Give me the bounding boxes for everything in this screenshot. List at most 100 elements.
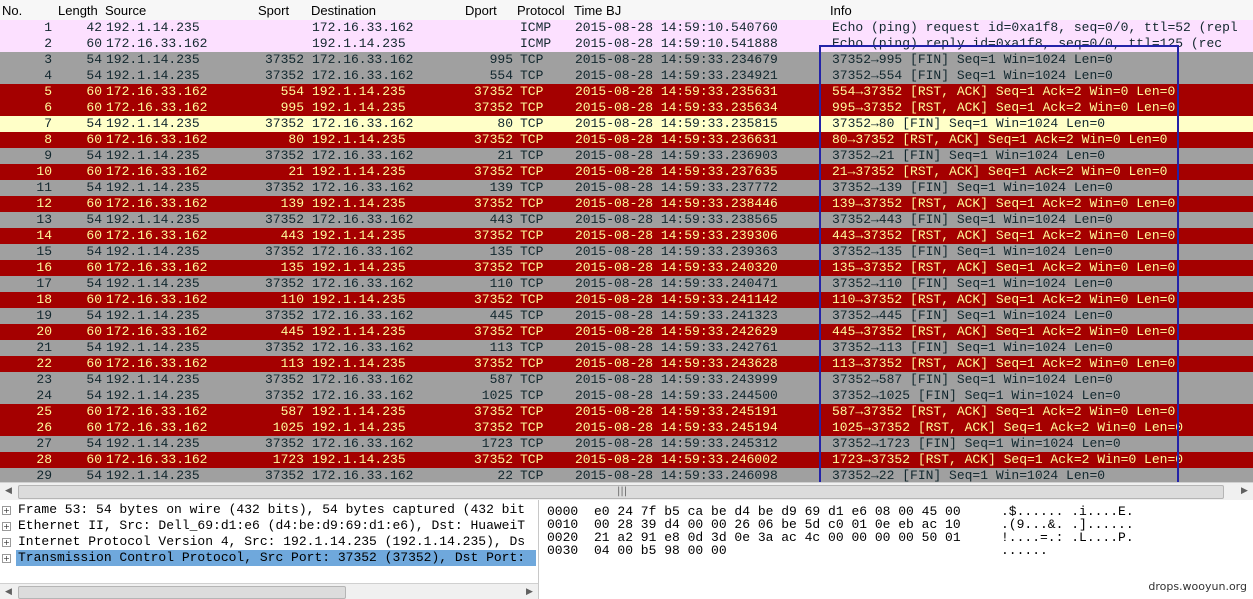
packet-row[interactable]: 29 54 192.1.14.235 37352 172.16.33.162 22 TCP 2… — [0, 468, 1253, 482]
packet-row[interactable]: 6 60 172.16.33.162 995 192.1.14.235 37352 TCP 2… — [0, 100, 1253, 116]
packet-row[interactable]: 25 60 172.16.33.162 587 192.1.14.235 37352 TCP… — [0, 404, 1253, 420]
col-header-no[interactable]: No. — [2, 3, 23, 18]
column-header[interactable]: No. Length Source Sport Destination Dpor… — [0, 0, 1253, 21]
hex-bytes[interactable]: 04 00 b5 98 00 00 — [594, 543, 727, 558]
packet-row[interactable]: 8 60 172.16.33.162 80 192.1.14.235 37352 TCP 20… — [0, 132, 1253, 148]
hex-ascii[interactable]: .$...... .i....E. — [1001, 504, 1134, 519]
cell-no: 24 — [36, 388, 52, 403]
cell-sport: 37352 — [264, 68, 304, 83]
detail-ethernet[interactable]: + Ethernet II, Src: Dell_69:d1:e6 (d4:be… — [0, 518, 538, 534]
cell-source: 172.16.33.162 — [106, 36, 208, 51]
col-header-sport[interactable]: Sport — [258, 3, 290, 18]
detail-frame[interactable]: + Frame 53: 54 bytes on wire (432 bits),… — [0, 502, 538, 518]
cell-time: 2015-08-28 14:59:33.237772 — [575, 180, 778, 195]
cell-dport: 37352 — [473, 132, 513, 147]
packet-row[interactable]: 12 60 172.16.33.162 139 192.1.14.235 37352 TCP… — [0, 196, 1253, 212]
hex-offset: 0000 — [547, 504, 579, 519]
packet-row[interactable]: 24 54 192.1.14.235 37352 172.16.33.162 1025 TC… — [0, 388, 1253, 404]
plus-expander-icon[interactable]: + — [2, 506, 11, 515]
cell-dport: 445 — [489, 308, 513, 323]
hex-bytes[interactable]: 00 28 39 d4 00 00 26 06 be 5d c0 01 0e e… — [594, 517, 961, 532]
packet-row[interactable]: 3 54 192.1.14.235 37352 172.16.33.162 995 TCP 2… — [0, 52, 1253, 68]
arrow-left-icon[interactable]: ◀ — [5, 486, 12, 496]
packet-row[interactable]: 16 60 172.16.33.162 135 192.1.14.235 37352 TCP… — [0, 260, 1253, 276]
cell-sport: 37352 — [264, 116, 304, 131]
cell-length: 54 — [86, 68, 102, 83]
packet-row[interactable]: 28 60 172.16.33.162 1723 192.1.14.235 37352 TC… — [0, 452, 1253, 468]
col-header-info[interactable]: Info — [830, 3, 852, 18]
cell-no: 29 — [36, 468, 52, 482]
hex-bytes[interactable]: 21 a2 91 e8 0d 3d 0e 3a ac 4c 00 00 00 0… — [594, 530, 961, 545]
hex-ascii[interactable]: ...... — [1001, 543, 1048, 558]
scroll-thumb[interactable] — [18, 586, 346, 599]
hex-bytes[interactable]: e0 24 7f b5 ca be d4 be d9 69 d1 e6 08 0… — [594, 504, 961, 519]
cell-info: Echo (ping) reply id=0xa1f8, seq=0/0, tt… — [832, 36, 1223, 51]
packet-row[interactable]: 15 54 192.1.14.235 37352 172.16.33.162 135 TCP… — [0, 244, 1253, 260]
packet-row[interactable]: 23 54 192.1.14.235 37352 172.16.33.162 587 TCP… — [0, 372, 1253, 388]
packet-row[interactable]: 27 54 192.1.14.235 37352 172.16.33.162 1723 TC… — [0, 436, 1253, 452]
hex-ascii[interactable]: !....=.: .L....P. — [1001, 530, 1134, 545]
hex-ascii[interactable]: .(9...&. .]...... — [1001, 517, 1134, 532]
col-header-dport[interactable]: Dport — [465, 3, 497, 18]
cell-destination: 192.1.14.235 — [312, 420, 406, 435]
cell-info: 37352→21 [FIN] Seq=1 Win=1024 Len=0 — [832, 148, 1106, 163]
details-hscrollbar[interactable]: ◀ ▶ — [0, 583, 538, 599]
packet-details-pane[interactable]: + Frame 53: 54 bytes on wire (432 bits),… — [0, 500, 539, 599]
packet-row[interactable]: 2 60 172.16.33.162 192.1.14.235 ICMP 2015-08-… — [0, 36, 1253, 52]
cell-dport: 37352 — [473, 100, 513, 115]
plus-expander-icon[interactable]: + — [2, 522, 11, 531]
packet-row[interactable]: 18 60 172.16.33.162 110 192.1.14.235 37352 TCP… — [0, 292, 1253, 308]
cell-length: 60 — [86, 452, 102, 467]
packet-list-hscrollbar[interactable]: ◀ ||| ▶ — [0, 482, 1253, 500]
cell-dport: 22 — [497, 468, 513, 482]
cell-time: 2015-08-28 14:59:33.242761 — [575, 340, 778, 355]
plus-expander-icon[interactable]: + — [2, 554, 11, 563]
packet-row[interactable]: 22 60 172.16.33.162 113 192.1.14.235 37352 TCP… — [0, 356, 1253, 372]
packet-row[interactable]: 10 60 172.16.33.162 21 192.1.14.235 37352 TCP 2… — [0, 164, 1253, 180]
plus-expander-icon[interactable]: + — [2, 538, 11, 547]
packet-list[interactable]: No. Length Source Sport Destination Dpor… — [0, 0, 1253, 482]
packet-row[interactable]: 5 60 172.16.33.162 554 192.1.14.235 37352 TCP 2… — [0, 84, 1253, 100]
packet-row[interactable]: 14 60 172.16.33.162 443 192.1.14.235 37352 TCP… — [0, 228, 1253, 244]
packet-row[interactable]: 1 42 192.1.14.235 172.16.33.162 ICMP 2015-08-… — [0, 20, 1253, 36]
cell-sport: 37352 — [264, 148, 304, 163]
packet-row[interactable]: 4 54 192.1.14.235 37352 172.16.33.162 554 TCP 2… — [0, 68, 1253, 84]
packet-row[interactable]: 26 60 172.16.33.162 1025 192.1.14.235 37352 TC… — [0, 420, 1253, 436]
cell-no: 2 — [44, 36, 52, 51]
cell-destination: 172.16.33.162 — [312, 180, 414, 195]
packet-row[interactable]: 20 60 172.16.33.162 445 192.1.14.235 37352 TCP… — [0, 324, 1253, 340]
cell-protocol: TCP — [520, 452, 544, 467]
detail-ipv4[interactable]: + Internet Protocol Version 4, Src: 192.… — [0, 534, 538, 550]
arrow-right-icon[interactable]: ▶ — [1241, 486, 1248, 496]
cell-info: 37352→22 [FIN] Seq=1 Win=1024 Len=0 — [832, 468, 1106, 482]
col-header-destination[interactable]: Destination — [311, 3, 377, 18]
packet-row[interactable]: 11 54 192.1.14.235 37352 172.16.33.162 139 TCP… — [0, 180, 1253, 196]
packet-rows: 1 42 192.1.14.235 172.16.33.162 ICMP 2015-08-… — [0, 20, 1253, 482]
packet-row[interactable]: 13 54 192.1.14.235 37352 172.16.33.162 443 TCP… — [0, 212, 1253, 228]
col-header-protocol[interactable]: Protocol — [517, 3, 565, 18]
hex-offset: 0030 — [547, 543, 579, 558]
packet-row[interactable]: 17 54 192.1.14.235 37352 172.16.33.162 110 TCP… — [0, 276, 1253, 292]
arrow-left-icon[interactable]: ◀ — [5, 587, 12, 597]
cell-length: 60 — [86, 164, 102, 179]
col-header-time[interactable]: Time BJ — [574, 3, 622, 18]
cell-time: 2015-08-28 14:59:33.235815 — [575, 116, 778, 131]
packet-row[interactable]: 21 54 192.1.14.235 37352 172.16.33.162 113 TCP… — [0, 340, 1253, 356]
packet-row[interactable]: 7 54 192.1.14.235 37352 172.16.33.162 80 TCP 20… — [0, 116, 1253, 132]
col-header-length[interactable]: Length — [58, 3, 98, 18]
cell-no: 20 — [36, 324, 52, 339]
cell-destination: 192.1.14.235 — [312, 132, 406, 147]
cell-destination: 192.1.14.235 — [312, 452, 406, 467]
cell-protocol: TCP — [520, 148, 544, 163]
col-header-source[interactable]: Source — [105, 3, 147, 18]
packet-bytes-pane[interactable]: 0000 e0 24 7f b5 ca be d4 be d9 69 d1 e6… — [541, 500, 1253, 599]
packet-row[interactable]: 19 54 192.1.14.235 37352 172.16.33.162 445 TCP… — [0, 308, 1253, 324]
packet-row[interactable]: 9 54 192.1.14.235 37352 172.16.33.162 21 TCP 20… — [0, 148, 1253, 164]
cell-info: 37352→995 [FIN] Seq=1 Win=1024 Len=0 — [832, 52, 1113, 67]
arrow-right-icon[interactable]: ▶ — [526, 587, 533, 597]
cell-protocol: TCP — [520, 468, 544, 482]
scroll-thumb[interactable]: ||| — [18, 485, 1224, 499]
detail-tcp[interactable]: + Transmission Control Protocol, Src Por… — [0, 550, 538, 566]
cell-source: 172.16.33.162 — [106, 100, 208, 115]
cell-source: 192.1.14.235 — [106, 468, 200, 482]
